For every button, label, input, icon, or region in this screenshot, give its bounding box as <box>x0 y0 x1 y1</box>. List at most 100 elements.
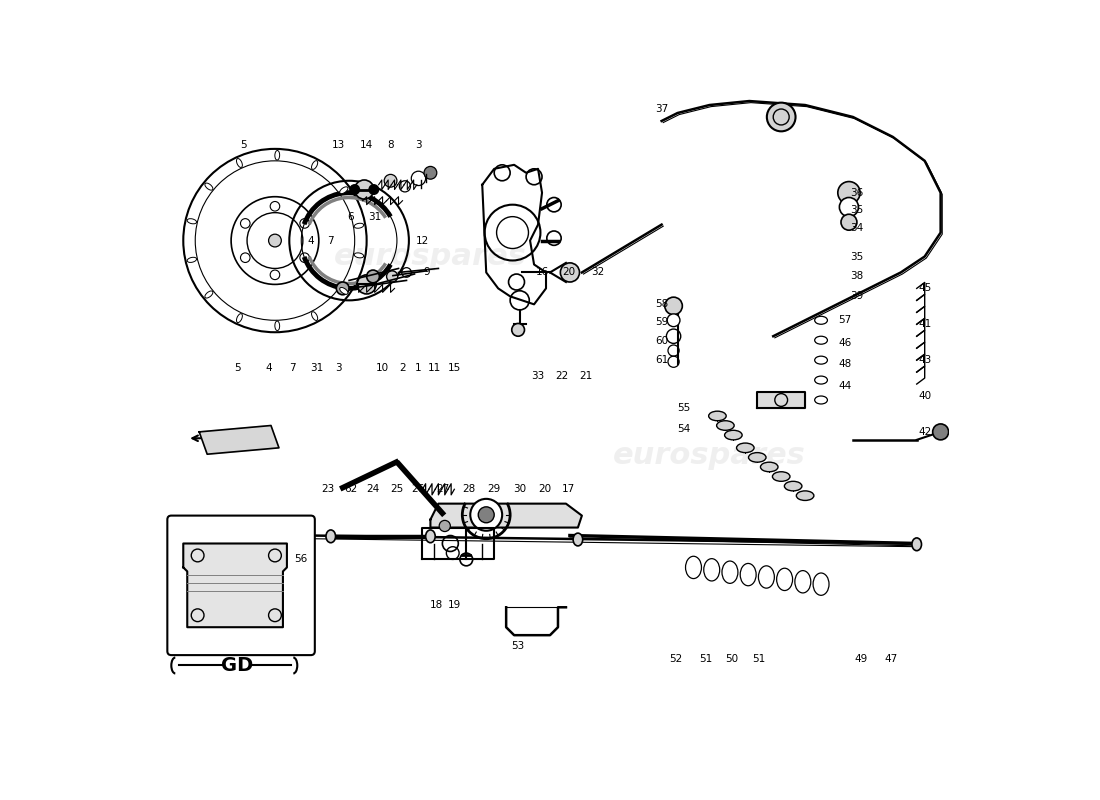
Circle shape <box>384 174 397 187</box>
Text: 22: 22 <box>556 371 569 381</box>
Text: 18: 18 <box>430 600 443 610</box>
Circle shape <box>838 182 860 204</box>
Text: 14: 14 <box>360 140 373 150</box>
Text: GD: GD <box>221 656 254 675</box>
Circle shape <box>268 234 282 247</box>
Ellipse shape <box>772 472 790 482</box>
Circle shape <box>767 102 795 131</box>
Text: 45: 45 <box>918 283 932 294</box>
Ellipse shape <box>708 411 726 421</box>
Text: eurospares: eurospares <box>613 442 806 470</box>
Ellipse shape <box>275 150 279 160</box>
Ellipse shape <box>275 321 279 330</box>
Polygon shape <box>757 392 805 408</box>
Text: 53: 53 <box>512 641 525 650</box>
Ellipse shape <box>815 316 827 324</box>
Text: 16: 16 <box>536 267 549 278</box>
Circle shape <box>839 198 858 217</box>
Text: eurospares: eurospares <box>334 242 527 271</box>
Text: 7: 7 <box>328 235 334 246</box>
Circle shape <box>560 263 580 282</box>
Ellipse shape <box>796 491 814 501</box>
Circle shape <box>366 270 379 283</box>
Ellipse shape <box>740 563 756 586</box>
Text: 62: 62 <box>344 484 358 494</box>
Ellipse shape <box>815 356 827 364</box>
Circle shape <box>471 499 503 530</box>
Ellipse shape <box>340 187 348 194</box>
Text: 19: 19 <box>448 600 461 610</box>
Text: 31: 31 <box>368 212 382 222</box>
Text: 25: 25 <box>390 484 404 494</box>
Text: 38: 38 <box>850 271 864 282</box>
Ellipse shape <box>573 533 583 546</box>
Text: 60: 60 <box>654 336 668 346</box>
Text: 47: 47 <box>884 654 898 664</box>
Text: 50: 50 <box>725 654 738 664</box>
Ellipse shape <box>426 530 436 542</box>
Text: 48: 48 <box>838 359 851 369</box>
Ellipse shape <box>326 530 336 542</box>
Ellipse shape <box>236 314 242 322</box>
Text: 28: 28 <box>462 484 475 494</box>
Text: 4: 4 <box>308 235 315 246</box>
Ellipse shape <box>760 462 778 472</box>
Text: 1: 1 <box>415 363 421 373</box>
Text: 35: 35 <box>850 206 864 215</box>
Text: 58: 58 <box>654 299 668 310</box>
Text: 61: 61 <box>654 355 668 365</box>
Circle shape <box>354 180 374 199</box>
Text: 20: 20 <box>538 484 551 494</box>
Polygon shape <box>199 426 279 454</box>
Ellipse shape <box>685 556 702 578</box>
Text: 57: 57 <box>838 315 851 326</box>
Text: 3: 3 <box>336 363 342 373</box>
Circle shape <box>439 520 450 531</box>
Text: 32: 32 <box>591 267 605 278</box>
FancyBboxPatch shape <box>167 515 315 655</box>
Circle shape <box>842 214 857 230</box>
Text: 23: 23 <box>321 484 336 494</box>
Text: 21: 21 <box>580 371 593 381</box>
Ellipse shape <box>758 566 774 588</box>
Ellipse shape <box>722 561 738 583</box>
Text: 26: 26 <box>411 484 425 494</box>
Text: 15: 15 <box>448 363 461 373</box>
Text: 8: 8 <box>387 140 394 150</box>
Circle shape <box>933 424 948 440</box>
Text: 54: 54 <box>678 424 691 434</box>
Circle shape <box>424 166 437 179</box>
Text: 43: 43 <box>918 355 932 365</box>
Text: 17: 17 <box>562 484 575 494</box>
Text: 11: 11 <box>428 363 441 373</box>
Ellipse shape <box>748 453 766 462</box>
Ellipse shape <box>311 161 318 170</box>
Ellipse shape <box>187 258 197 262</box>
Ellipse shape <box>340 287 348 294</box>
Polygon shape <box>184 543 287 627</box>
Text: 5: 5 <box>234 363 241 373</box>
Ellipse shape <box>354 253 364 258</box>
Text: 44: 44 <box>838 381 851 390</box>
Text: 52: 52 <box>669 654 683 664</box>
Ellipse shape <box>777 568 793 590</box>
Ellipse shape <box>815 396 827 404</box>
Text: 49: 49 <box>855 654 868 664</box>
Ellipse shape <box>704 558 719 581</box>
Circle shape <box>358 275 376 294</box>
Text: 24: 24 <box>366 484 379 494</box>
Ellipse shape <box>311 312 318 321</box>
Text: 51: 51 <box>752 654 766 664</box>
Circle shape <box>668 314 680 326</box>
Text: 5: 5 <box>240 140 246 150</box>
Text: 6: 6 <box>348 212 354 222</box>
Ellipse shape <box>795 570 811 593</box>
Polygon shape <box>430 504 582 527</box>
Text: 42: 42 <box>918 427 932 437</box>
Text: 2: 2 <box>399 363 406 373</box>
Text: 12: 12 <box>416 235 429 246</box>
Text: 46: 46 <box>838 338 851 347</box>
Text: 3: 3 <box>415 140 421 150</box>
Ellipse shape <box>716 421 734 430</box>
Ellipse shape <box>813 573 829 595</box>
